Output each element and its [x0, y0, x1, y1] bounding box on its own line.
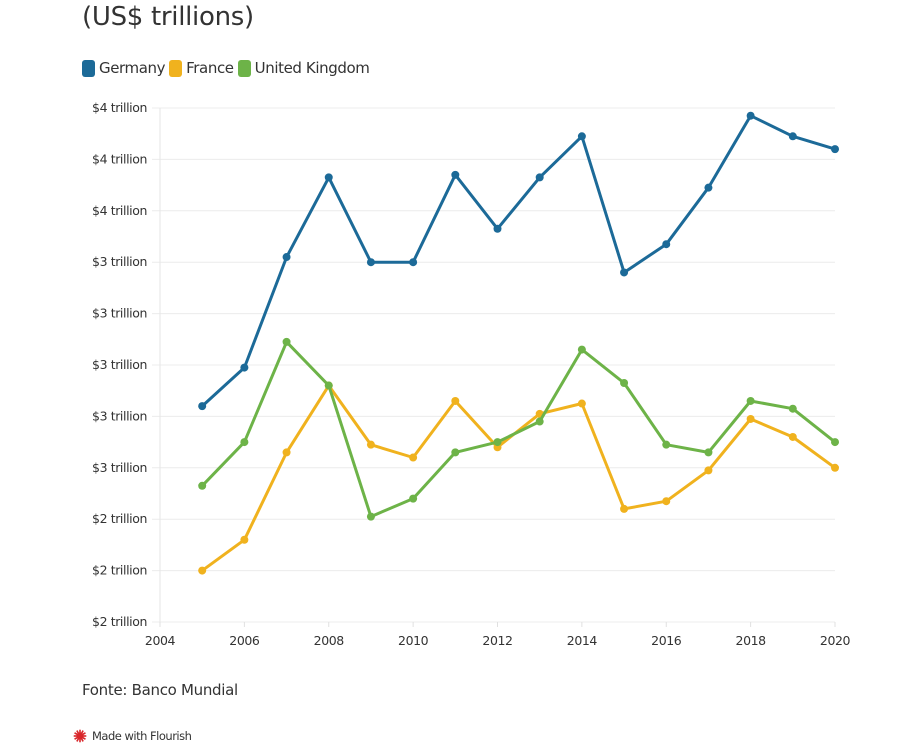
- point-germany-2012[interactable]: [493, 224, 502, 233]
- x-tick-label: 2016: [651, 633, 682, 648]
- point-france-2007[interactable]: [282, 448, 291, 457]
- point-germany-2007[interactable]: [282, 253, 291, 262]
- point-united-kingdom-2011[interactable]: [451, 448, 460, 457]
- point-germany-2018[interactable]: [746, 111, 755, 120]
- point-germany-2017[interactable]: [704, 183, 713, 192]
- point-united-kingdom-2020[interactable]: [831, 438, 839, 447]
- x-tick-label: 2020: [820, 633, 851, 648]
- point-france-2017[interactable]: [704, 466, 713, 475]
- made-with-flourish-link[interactable]: Made with Flourish: [73, 729, 192, 743]
- x-tick-label: 2004: [145, 633, 176, 648]
- legend-swatch-germany: [82, 59, 95, 77]
- legend-item-germany[interactable]: Germany: [82, 59, 166, 77]
- line-germany: [200, 114, 837, 408]
- point-germany-2010[interactable]: [409, 258, 418, 267]
- made-with-flourish-label: Made with Flourish: [92, 729, 192, 743]
- x-tick-label: 2012: [482, 633, 512, 648]
- point-france-2015[interactable]: [620, 504, 629, 513]
- point-france-2010[interactable]: [409, 453, 418, 462]
- point-germany-2008[interactable]: [324, 173, 333, 182]
- y-tick-label: $2 trillion: [92, 563, 147, 578]
- point-united-kingdom-2008[interactable]: [324, 381, 333, 390]
- point-germany-2020[interactable]: [831, 145, 839, 154]
- point-united-kingdom-2006[interactable]: [240, 438, 249, 447]
- legend-swatch-united-kingdom: [237, 59, 251, 77]
- x-tick-label: 2006: [229, 633, 260, 648]
- legend-swatch-france: [169, 59, 183, 77]
- point-united-kingdom-2013[interactable]: [535, 417, 544, 426]
- point-united-kingdom-2010[interactable]: [409, 494, 418, 503]
- y-tick-label: $4 trillion: [92, 151, 147, 166]
- point-germany-2015[interactable]: [620, 268, 629, 277]
- point-united-kingdom-2012[interactable]: [493, 438, 502, 447]
- chart-title: (US$ trillions): [82, 2, 254, 32]
- point-united-kingdom-2005[interactable]: [198, 481, 207, 490]
- x-tick-label: 2018: [736, 633, 767, 648]
- point-france-2009[interactable]: [366, 440, 375, 449]
- series-germany: [198, 111, 839, 411]
- point-france-2006[interactable]: [240, 535, 249, 544]
- gridlines: [152, 107, 835, 623]
- point-germany-2011[interactable]: [451, 170, 460, 179]
- legend-label-united-kingdom: United Kingdom: [254, 59, 370, 77]
- line-united-kingdom: [200, 340, 837, 519]
- legend-item-france[interactable]: France: [169, 59, 234, 77]
- point-france-2018[interactable]: [746, 414, 755, 423]
- y-tick-label: $3 trillion: [92, 460, 147, 475]
- source-note: Fonte: Banco Mundial: [82, 681, 238, 699]
- legend-item-united-kingdom[interactable]: United Kingdom: [237, 59, 370, 77]
- point-germany-2016[interactable]: [662, 240, 671, 249]
- y-tick-label: $4 trillion: [92, 100, 147, 115]
- y-tick-label: $3 trillion: [92, 306, 147, 321]
- legend: Germany France United Kingdom: [82, 59, 373, 77]
- y-tick-label: $3 trillion: [92, 408, 147, 423]
- point-united-kingdom-2009[interactable]: [366, 512, 375, 521]
- point-france-2014[interactable]: [577, 399, 586, 408]
- point-france-2020[interactable]: [831, 463, 839, 472]
- legend-label-germany: Germany: [99, 59, 166, 77]
- point-germany-2019[interactable]: [788, 132, 797, 141]
- point-germany-2014[interactable]: [577, 132, 586, 141]
- point-france-2016[interactable]: [662, 497, 671, 506]
- y-tick-label: $4 trillion: [92, 203, 147, 218]
- point-france-2011[interactable]: [451, 396, 460, 405]
- point-united-kingdom-2018[interactable]: [746, 396, 755, 405]
- point-united-kingdom-2016[interactable]: [662, 440, 671, 449]
- y-tick-label: $3 trillion: [92, 254, 147, 269]
- y-tick-label: $2 trillion: [92, 511, 147, 526]
- point-united-kingdom-2014[interactable]: [577, 345, 586, 354]
- x-tick-label: 2008: [314, 633, 345, 648]
- point-france-2005[interactable]: [198, 566, 207, 575]
- point-united-kingdom-2007[interactable]: [282, 337, 291, 346]
- y-axis: $2 trillion $2 trillion $2 trillion $3 tril…: [92, 100, 147, 629]
- point-germany-2009[interactable]: [366, 258, 375, 267]
- point-united-kingdom-2015[interactable]: [620, 378, 629, 387]
- x-tick-label: 2010: [398, 633, 429, 648]
- point-united-kingdom-2019[interactable]: [788, 404, 797, 413]
- x-axis: 2004 2006 2008 2010 2012 2014 2016 2018 2020: [145, 622, 851, 648]
- point-germany-2013[interactable]: [535, 173, 544, 182]
- y-tick-label: $2 trillion: [92, 614, 147, 629]
- point-united-kingdom-2017[interactable]: [704, 448, 713, 457]
- flourish-logo-icon: [73, 729, 87, 743]
- legend-label-france: France: [186, 59, 234, 77]
- point-france-2019[interactable]: [788, 432, 797, 441]
- point-germany-2005[interactable]: [198, 402, 207, 411]
- y-tick-label: $3 trillion: [92, 357, 147, 372]
- series-united-kingdom: [198, 337, 839, 521]
- series-group: [198, 111, 839, 575]
- x-tick-label: 2014: [567, 633, 598, 648]
- point-germany-2006[interactable]: [240, 363, 249, 372]
